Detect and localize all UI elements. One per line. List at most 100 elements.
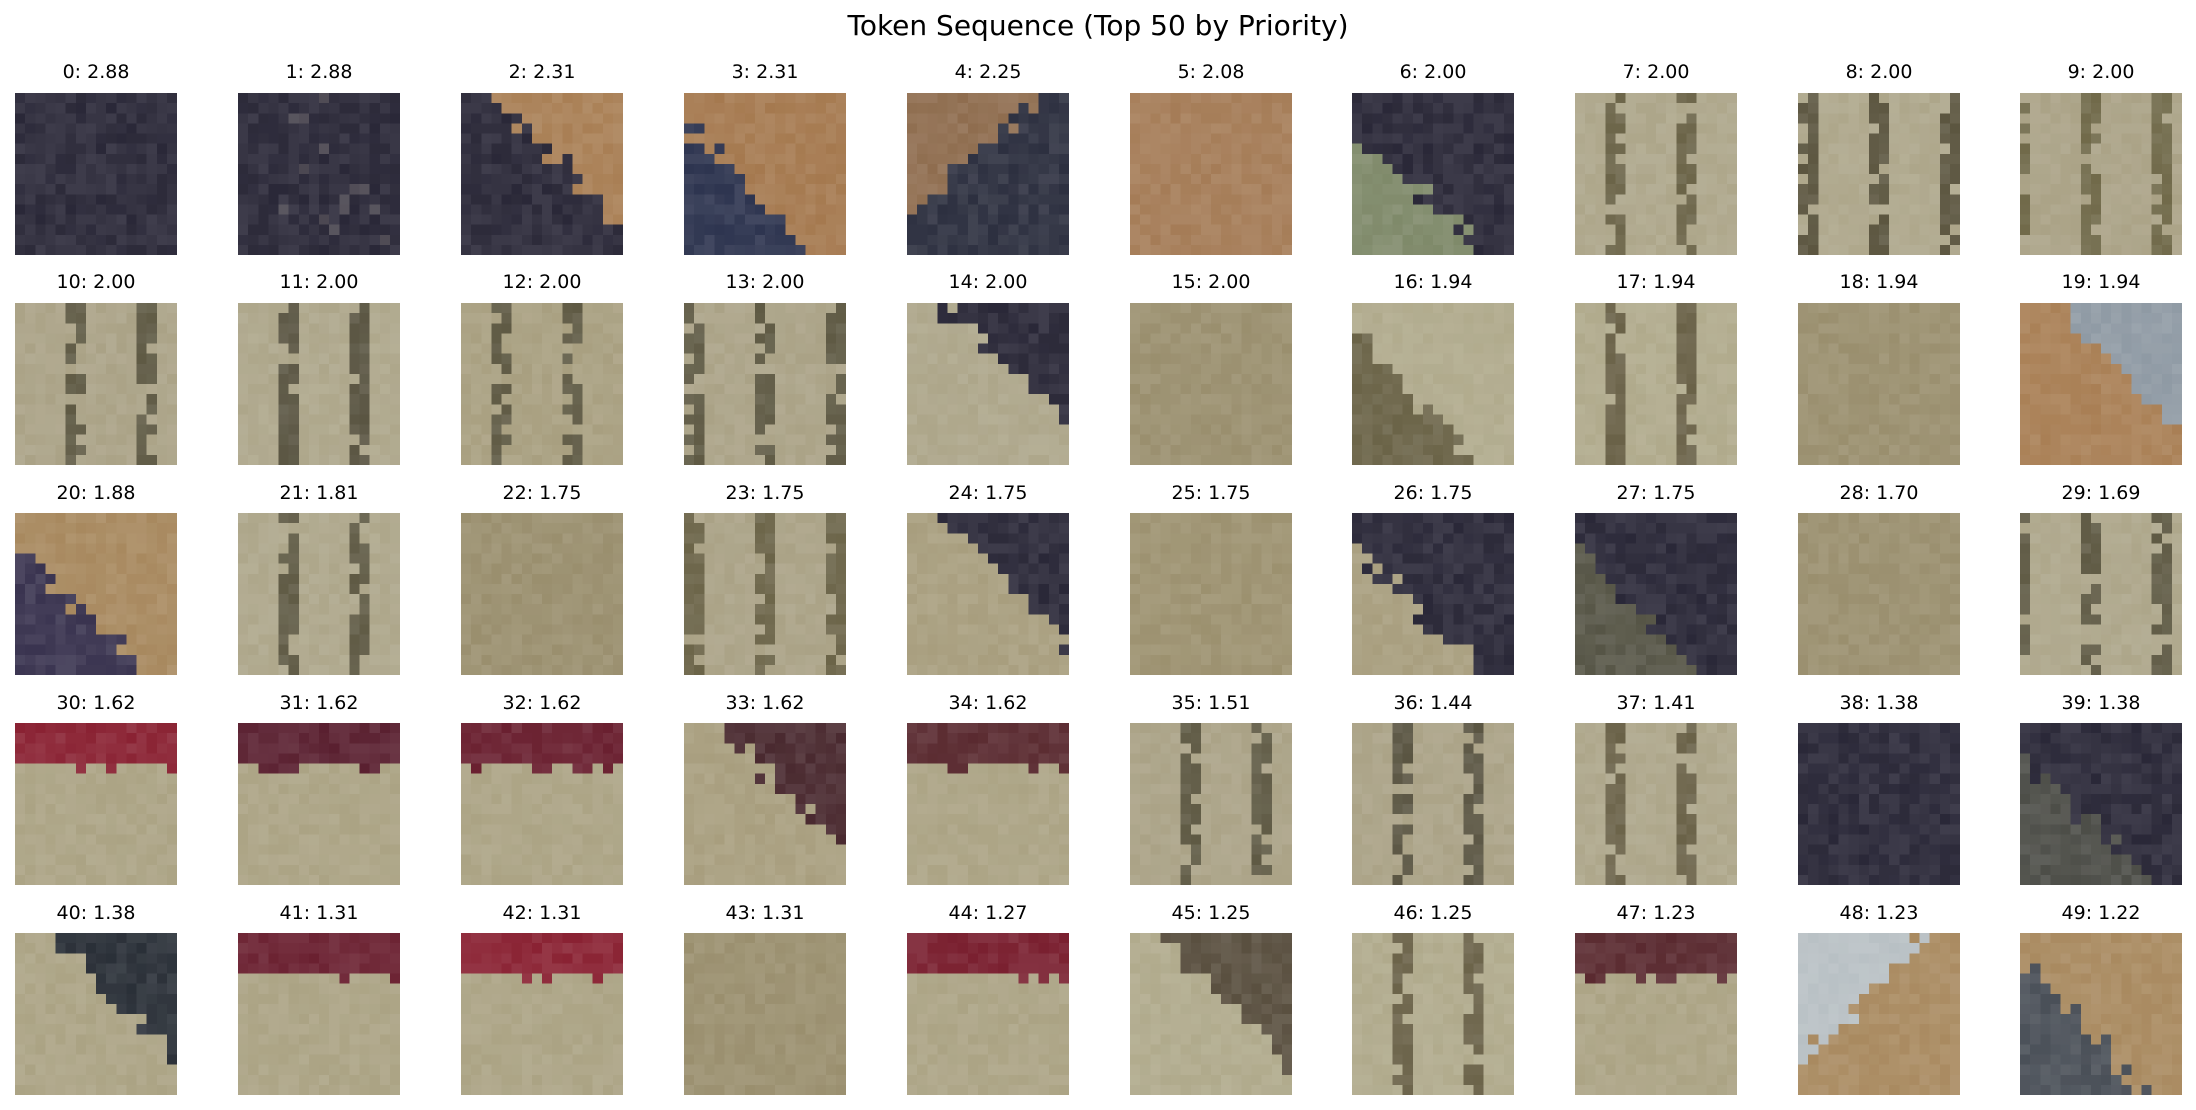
patch-pixels — [15, 93, 177, 255]
token-label: 18: 1.94 — [1839, 271, 1919, 293]
patch-pixels — [684, 513, 846, 675]
token-patch — [238, 933, 400, 1095]
token-patch — [1130, 933, 1292, 1095]
patch-pixels — [2020, 93, 2182, 255]
token-patch — [461, 303, 623, 465]
token-label: 24: 1.75 — [948, 482, 1028, 504]
patch-pixels — [907, 513, 1069, 675]
token-patch — [15, 303, 177, 465]
token-label: 45: 1.25 — [1171, 902, 1251, 924]
token-patch — [15, 93, 177, 255]
token-patch — [1575, 513, 1737, 675]
token-label: 39: 1.38 — [2061, 692, 2141, 714]
patch-pixels — [1352, 303, 1514, 465]
token-label: 43: 1.31 — [725, 902, 805, 924]
patch-pixels — [1575, 513, 1737, 675]
token-patch — [461, 513, 623, 675]
token-patch — [1130, 513, 1292, 675]
patch-pixels — [1352, 723, 1514, 885]
patch-pixels — [907, 93, 1069, 255]
token-label: 38: 1.38 — [1839, 692, 1919, 714]
token-patch — [15, 723, 177, 885]
token-label: 14: 2.00 — [948, 271, 1028, 293]
token-label: 6: 2.00 — [1399, 61, 1467, 83]
patch-pixels — [1798, 303, 1960, 465]
token-label: 46: 1.25 — [1393, 902, 1473, 924]
token-patch — [684, 513, 846, 675]
token-patch — [684, 303, 846, 465]
token-patch — [2020, 303, 2182, 465]
token-label: 19: 1.94 — [2061, 271, 2141, 293]
token-patch — [907, 723, 1069, 885]
patch-pixels — [461, 93, 623, 255]
patch-pixels — [1575, 933, 1737, 1095]
token-label: 23: 1.75 — [725, 482, 805, 504]
patch-pixels — [461, 723, 623, 885]
token-label: 47: 1.23 — [1616, 902, 1696, 924]
patch-pixels — [1130, 723, 1292, 885]
token-label: 13: 2.00 — [725, 271, 805, 293]
token-patch — [684, 93, 846, 255]
token-label: 3: 2.31 — [731, 61, 799, 83]
patch-pixels — [238, 933, 400, 1095]
token-patch — [1352, 303, 1514, 465]
token-patch — [461, 933, 623, 1095]
token-patch — [1798, 303, 1960, 465]
token-label: 20: 1.88 — [56, 482, 136, 504]
patch-pixels — [461, 303, 623, 465]
token-patch — [684, 723, 846, 885]
token-label: 35: 1.51 — [1171, 692, 1251, 714]
token-label: 5: 2.08 — [1177, 61, 1245, 83]
token-label: 42: 1.31 — [502, 902, 582, 924]
patch-pixels — [238, 723, 400, 885]
token-patch — [238, 93, 400, 255]
token-label: 4: 2.25 — [954, 61, 1022, 83]
patch-pixels — [1352, 93, 1514, 255]
patch-pixels — [461, 513, 623, 675]
token-patch — [1575, 93, 1737, 255]
patch-pixels — [1130, 513, 1292, 675]
token-label: 10: 2.00 — [56, 271, 136, 293]
token-patch — [238, 513, 400, 675]
token-label: 40: 1.38 — [56, 902, 136, 924]
patch-pixels — [1130, 93, 1292, 255]
token-patch — [1575, 723, 1737, 885]
token-label: 22: 1.75 — [502, 482, 582, 504]
patch-pixels — [1352, 933, 1514, 1095]
token-patch — [907, 513, 1069, 675]
token-label: 41: 1.31 — [279, 902, 359, 924]
patch-pixels — [907, 933, 1069, 1095]
token-label: 37: 1.41 — [1616, 692, 1696, 714]
token-label: 0: 2.88 — [62, 61, 130, 83]
token-label: 32: 1.62 — [502, 692, 582, 714]
patch-pixels — [238, 93, 400, 255]
token-label: 8: 2.00 — [1845, 61, 1913, 83]
token-label: 2: 2.31 — [508, 61, 576, 83]
token-label: 33: 1.62 — [725, 692, 805, 714]
token-patch — [1352, 513, 1514, 675]
patch-pixels — [238, 513, 400, 675]
patch-pixels — [2020, 723, 2182, 885]
patch-pixels — [2020, 513, 2182, 675]
token-patch — [238, 303, 400, 465]
patch-pixels — [1798, 93, 1960, 255]
patch-pixels — [1130, 303, 1292, 465]
token-patch — [2020, 723, 2182, 885]
patch-pixels — [684, 303, 846, 465]
token-label: 29: 1.69 — [2061, 482, 2141, 504]
token-label: 1: 2.88 — [285, 61, 353, 83]
token-patch — [461, 723, 623, 885]
token-label: 27: 1.75 — [1616, 482, 1696, 504]
patch-pixels — [907, 303, 1069, 465]
patch-pixels — [684, 93, 846, 255]
patch-pixels — [15, 723, 177, 885]
token-label: 49: 1.22 — [2061, 902, 2141, 924]
token-patch — [2020, 933, 2182, 1095]
token-patch — [907, 303, 1069, 465]
token-patch — [907, 933, 1069, 1095]
patch-pixels — [238, 303, 400, 465]
token-label: 34: 1.62 — [948, 692, 1028, 714]
patch-pixels — [1352, 513, 1514, 675]
token-patch — [1352, 93, 1514, 255]
